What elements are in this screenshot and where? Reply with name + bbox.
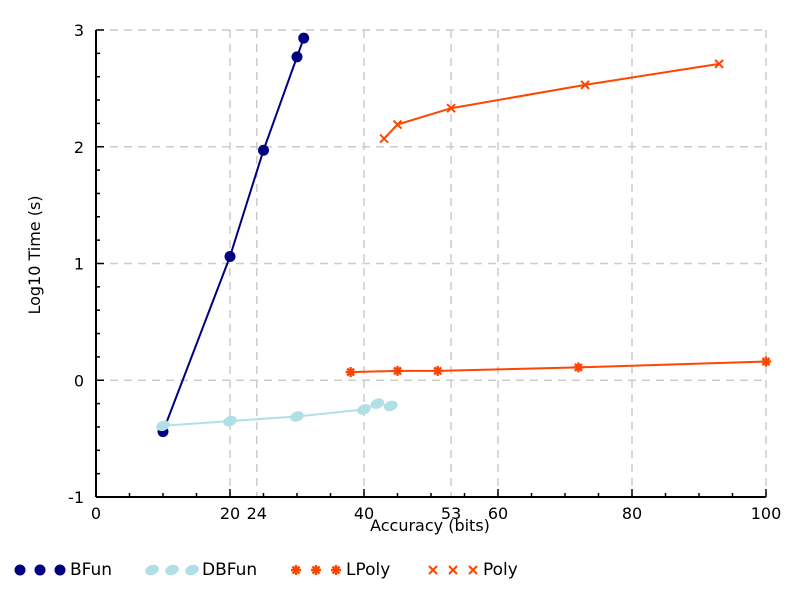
legend-marker-poly	[428, 565, 438, 575]
series-layer	[156, 32, 771, 438]
series-bfun	[157, 32, 310, 438]
legend-marker-bfun	[54, 564, 66, 576]
data-point-lpoly	[392, 365, 403, 376]
data-point-dbfun	[223, 415, 237, 427]
series-lpoly	[345, 356, 771, 378]
data-point-poly	[714, 59, 724, 69]
x-tick-label: 24	[247, 504, 267, 523]
data-point-lpoly	[573, 362, 584, 373]
grid	[96, 29, 767, 497]
y-axis-label: Log10 Time (s)	[25, 195, 44, 314]
data-point-dbfun	[156, 420, 170, 432]
data-point-dbfun	[290, 411, 304, 422]
legend-marker-lpoly	[291, 565, 301, 575]
y-tick-label: 3	[74, 21, 84, 40]
series-line-bfun	[162, 37, 305, 432]
data-point-bfun	[258, 144, 269, 156]
data-point-lpoly	[432, 365, 443, 376]
data-point-bfun	[224, 250, 236, 262]
y-tick-label: 1	[74, 255, 84, 274]
series-poly	[379, 59, 724, 144]
y-tick-label: 0	[74, 371, 84, 390]
data-point-bfun	[291, 51, 303, 63]
data-point-poly	[580, 80, 590, 90]
x-tick-label: 53	[441, 504, 461, 523]
legend-item-dbfun: DBFun	[145, 560, 257, 580]
legend-marker-dbfun	[165, 564, 179, 576]
data-point-lpoly	[345, 367, 356, 378]
legend-marker-bfun	[34, 564, 46, 576]
data-point-poly	[379, 133, 389, 144]
x-axis-label: Accuracy (bits)	[370, 516, 490, 535]
series-dbfun	[156, 398, 398, 432]
series-line-dbfun	[162, 402, 391, 427]
x-tick-label: 0	[91, 504, 101, 523]
legend-label-bfun: BFun	[70, 560, 112, 580]
data-point-bfun	[298, 32, 310, 44]
x-tick-label: 20	[220, 504, 240, 523]
legend-label-dbfun: DBFun	[202, 560, 257, 580]
series-line-poly	[383, 62, 720, 140]
legend-marker-bfun	[14, 564, 26, 576]
data-point-dbfun	[370, 398, 385, 409]
x-tick-label: 80	[622, 504, 642, 523]
y-tick-label: -1	[68, 488, 84, 507]
x-tick-label: 60	[488, 504, 508, 523]
data-point-dbfun	[384, 400, 398, 412]
legend-marker-lpoly	[311, 565, 321, 575]
data-point-poly	[392, 119, 403, 130]
legend-marker-poly	[468, 565, 478, 575]
x-tick-label: 100	[751, 504, 782, 523]
legend-item-poly: Poly	[428, 560, 518, 580]
data-point-dbfun	[357, 404, 371, 415]
series-line-lpoly	[350, 360, 767, 374]
legend-label-poly: Poly	[483, 560, 518, 580]
legend-marker-lpoly	[331, 565, 341, 575]
data-point-poly	[446, 103, 456, 113]
ticks: 0 20 24 40 53 60 80 100 -1 0 1 2 3	[68, 21, 781, 523]
legend-label-lpoly: LPoly	[346, 560, 390, 580]
legend-marker-poly	[448, 565, 458, 575]
legend-marker-dbfun	[145, 564, 159, 576]
legend-item-bfun: BFun	[14, 560, 112, 580]
legend-marker-dbfun	[185, 564, 199, 576]
legend: BFun DBFun LPoly Poly	[14, 560, 518, 580]
x-tick-label: 40	[354, 504, 374, 523]
data-point-lpoly	[761, 356, 771, 367]
legend-item-lpoly: LPoly	[291, 560, 390, 580]
y-tick-label: 2	[74, 138, 84, 157]
